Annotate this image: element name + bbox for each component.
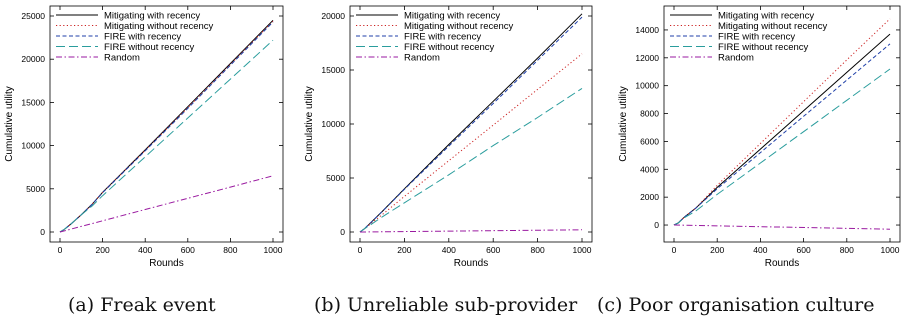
- plot-frame: [663, 5, 901, 243]
- y-tick-label: 20000: [321, 11, 345, 21]
- legend-label: FIRE with recency: [404, 32, 481, 43]
- x-tick-label: 0: [58, 245, 63, 255]
- y-tick-label: 15000: [321, 65, 345, 75]
- x-tick-label: 200: [710, 245, 724, 255]
- legend-label: FIRE without recency: [718, 42, 809, 53]
- x-tick-label: 1000: [881, 245, 900, 255]
- y-tick-label: 14000: [635, 25, 659, 35]
- chart-poor-organisation-culture: 0 200 400 600 800 100002000400060008000100001…: [618, 5, 901, 269]
- x-tick-label: 800: [840, 245, 854, 255]
- x-tick-label: 1000: [573, 245, 592, 255]
- caption-poor-organisation-culture: (c) Poor organisation culture: [597, 294, 875, 316]
- y-axis-label: Cumulative utility: [4, 86, 15, 162]
- legend-label: Mitigating with recency: [104, 11, 200, 22]
- y-tick-label: 0: [654, 220, 659, 230]
- y-tick-label: 25000: [21, 11, 45, 21]
- legend-label: FIRE with recency: [104, 32, 181, 43]
- series-line-random: [359, 229, 583, 233]
- y-tick-label: 20000: [21, 54, 45, 64]
- y-tick-label: 10000: [635, 81, 659, 91]
- plot-frame: [49, 5, 284, 243]
- legend-label: Mitigating without recency: [718, 21, 828, 32]
- x-tick-label: 0: [672, 245, 677, 255]
- legend-label: Random: [718, 53, 754, 64]
- series-line-fire-with-recency: [359, 16, 583, 233]
- x-axis-label: Rounds: [454, 258, 488, 269]
- y-tick-label: 5000: [26, 184, 45, 194]
- y-tick-label: 5000: [326, 173, 345, 183]
- series-line-random: [673, 224, 891, 230]
- series-line-fire-with-recency: [59, 21, 274, 233]
- legend-label: Mitigating without recency: [404, 21, 514, 32]
- y-tick-label: 15000: [21, 97, 45, 107]
- chart-unreliable-sub-provider: 0 200 400 600 800 100005000100001500020000Rou…: [304, 5, 593, 269]
- x-tick-label: 800: [531, 245, 545, 255]
- y-tick-label: 0: [340, 227, 345, 237]
- legend-label: FIRE with recency: [718, 32, 795, 43]
- x-tick-label: 600: [181, 245, 195, 255]
- series-line-mitigating-without-recency: [59, 20, 274, 233]
- legend-label: Mitigating with recency: [404, 11, 500, 22]
- y-tick-label: 8000: [640, 109, 659, 119]
- x-tick-label: 600: [486, 245, 500, 255]
- x-tick-label: 200: [397, 245, 411, 255]
- y-tick-label: 4000: [640, 164, 659, 174]
- legend-label: Random: [104, 53, 140, 64]
- y-axis-label: Cumulative utility: [304, 86, 315, 162]
- series-line-mitigating-without-recency: [359, 53, 583, 233]
- series-line-random: [59, 175, 274, 233]
- x-tick-label: 400: [753, 245, 767, 255]
- y-tick-label: 12000: [635, 53, 659, 63]
- y-tick-label: 0: [40, 227, 45, 237]
- legend-label: FIRE without recency: [104, 42, 195, 53]
- y-axis-label: Cumulative utility: [618, 86, 629, 162]
- series-line-fire-without-recency: [359, 87, 583, 233]
- caption-unreliable-sub-provider: (b) Unreliable sub-provider: [314, 294, 578, 316]
- series-line-fire-without-recency: [59, 39, 274, 233]
- legend-label: Mitigating with recency: [718, 11, 814, 22]
- legend-label: FIRE without recency: [404, 42, 495, 53]
- legend-label: Mitigating without recency: [104, 21, 214, 32]
- x-tick-label: 200: [96, 245, 110, 255]
- y-tick-label: 10000: [321, 119, 345, 129]
- charts-area: 0 200 400 600 800 100005000100001500020000250…: [4, 5, 901, 269]
- x-tick-label: 800: [223, 245, 237, 255]
- y-tick-label: 6000: [640, 136, 659, 146]
- x-axis-label: Rounds: [149, 258, 183, 269]
- y-tick-label: 10000: [21, 141, 45, 151]
- caption-freak-event: (a) Freak event: [68, 294, 216, 316]
- y-tick-label: 2000: [640, 192, 659, 202]
- x-tick-label: 600: [797, 245, 811, 255]
- x-axis-label: Rounds: [765, 258, 799, 269]
- legend-label: Random: [404, 53, 440, 64]
- x-tick-label: 400: [442, 245, 456, 255]
- series-line-fire-without-recency: [673, 68, 891, 226]
- chart-freak-event: 0 200 400 600 800 100005000100001500020000250…: [4, 5, 284, 269]
- x-tick-label: 400: [138, 245, 152, 255]
- x-tick-label: 0: [358, 245, 363, 255]
- x-tick-label: 1000: [264, 245, 283, 255]
